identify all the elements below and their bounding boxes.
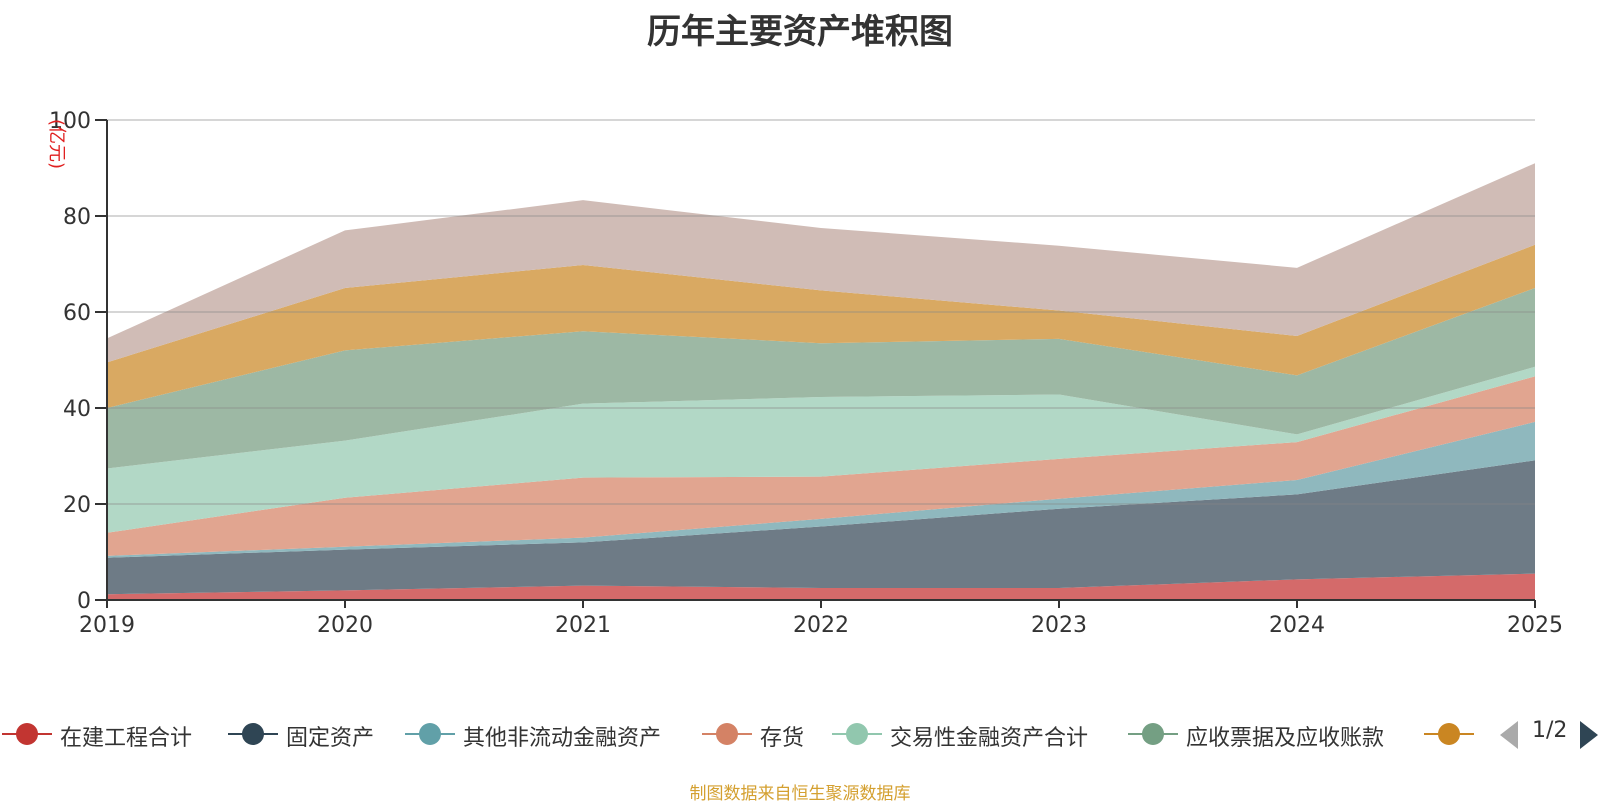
chart-title: 历年主要资产堆积图 [647, 12, 953, 52]
legend-page-indicator: 1/2 [1532, 718, 1568, 743]
legend-swatch-icon [405, 723, 455, 745]
legend-swatch-icon [1128, 723, 1178, 745]
legend-swatch-icon [2, 723, 52, 745]
x-tick-label: 2024 [1269, 613, 1325, 638]
axes: 0 20 40 60 80 100 2019 2020 2021 2022 2023 2024 2025 [49, 109, 1563, 638]
x-tick-label: 2025 [1507, 613, 1563, 638]
x-tick-label: 2020 [317, 613, 373, 638]
area-series-5 [107, 366, 1535, 533]
area-series-6 [107, 288, 1535, 469]
area-series-2 [107, 460, 1535, 595]
legend-swatch-icon [702, 723, 752, 745]
area-series [107, 163, 1535, 600]
y-tick-label: 60 [63, 301, 91, 326]
legend-next-icon[interactable] [1578, 720, 1600, 750]
stacked-area-chart: 0 20 40 60 80 100 2019 2020 2021 2022 2023 2024 2025… [46, 109, 1563, 638]
legend-label: 应收票据及应收账款 [1186, 726, 1385, 751]
x-tick-label: 2019 [79, 613, 135, 638]
y-tick-label: 40 [63, 397, 91, 422]
x-tick-label: 2023 [1031, 613, 1087, 638]
chart-legend: 在建工程合计 固定资产 其他非流动金融资产 存货 交易性金融资产合计 应收票据及应收账款 [0, 712, 1600, 756]
legend-label: 交易性金融资产合计 [890, 726, 1089, 751]
y-tick-label: 20 [63, 493, 91, 518]
data-source-note: 制图数据来自恒生聚源数据库 [689, 784, 911, 804]
legend-swatch-icon [228, 723, 278, 745]
legend-swatch-icon [832, 723, 882, 745]
y-tick-label: 80 [63, 205, 91, 230]
x-tick-label: 2022 [793, 613, 849, 638]
x-tick-label: 2021 [555, 613, 611, 638]
area-series-3 [107, 421, 1535, 558]
y-axis-label: (亿元) [46, 119, 67, 169]
legend-label: 其他非流动金融资产 [463, 726, 662, 751]
y-tick-label: 0 [77, 589, 91, 614]
legend-label: 存货 [760, 726, 805, 751]
legend-pager: 1/2 [1498, 716, 1598, 752]
area-series-7 [107, 244, 1535, 408]
y-tick-label: 100 [49, 109, 91, 134]
area-series-8 [107, 163, 1535, 363]
legend-prev-icon[interactable] [1498, 720, 1520, 750]
legend-label: 在建工程合计 [60, 726, 193, 751]
area-series-4 [107, 376, 1535, 556]
area-series-1 [107, 573, 1535, 600]
legend-swatch-icon [1424, 723, 1474, 745]
legend-label: 固定资产 [286, 726, 375, 751]
